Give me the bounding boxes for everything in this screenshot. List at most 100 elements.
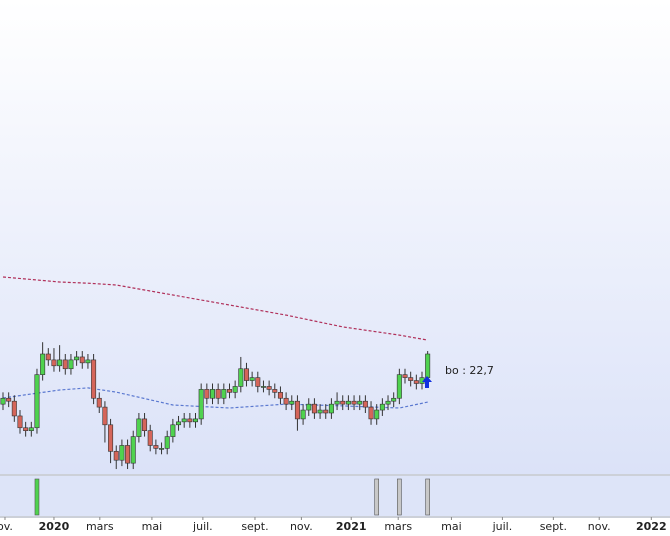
x-axis-band	[0, 518, 670, 536]
x-tick-label: nov.	[290, 520, 313, 533]
candle-body	[119, 445, 125, 461]
candle-body	[289, 400, 295, 405]
candle-body	[130, 436, 136, 464]
candle-body	[408, 377, 414, 381]
volume-bar	[397, 478, 402, 516]
candle-body	[198, 389, 204, 420]
candle-body	[334, 400, 340, 405]
candle-body	[11, 400, 17, 417]
candle-body	[311, 403, 317, 414]
candle-body	[164, 436, 170, 449]
candle-body	[79, 356, 85, 364]
candle-body	[368, 406, 374, 420]
candle-body	[272, 389, 278, 393]
candle-body	[187, 418, 193, 423]
candle-body	[125, 445, 131, 464]
candle-body	[362, 400, 368, 408]
candle-body	[374, 409, 380, 420]
x-tick-label: juil.	[192, 520, 213, 533]
candle-body	[357, 400, 363, 405]
volume-bar	[425, 478, 430, 516]
signal-arrow	[422, 376, 432, 388]
candle-body	[396, 374, 402, 399]
volume-panel	[0, 476, 670, 516]
x-tick-label: 2022	[636, 520, 667, 533]
candle-body	[17, 415, 23, 429]
x-tick-label: mai	[142, 520, 163, 533]
candle-body	[391, 397, 397, 402]
candle-body	[34, 374, 40, 429]
candle-body	[45, 353, 51, 361]
candle-body	[23, 427, 29, 431]
candle-body	[51, 359, 57, 367]
candle-body	[221, 389, 227, 399]
x-tick-label: nov.	[588, 520, 611, 533]
candle-body	[57, 359, 63, 367]
candle-body	[159, 448, 165, 450]
candle-body	[260, 386, 266, 388]
candle-body	[209, 389, 215, 399]
volume-bar	[374, 478, 380, 516]
candle-body	[74, 356, 80, 361]
candle-body	[425, 353, 431, 378]
candle-body	[96, 397, 102, 408]
candle-body	[153, 445, 159, 449]
candle-body	[266, 386, 272, 390]
candle-body	[102, 406, 108, 426]
candle-body	[6, 397, 12, 402]
candle-body	[277, 392, 283, 399]
candle-body	[113, 451, 119, 461]
candle-body	[323, 409, 329, 414]
candle-body	[176, 421, 182, 426]
candle-body	[0, 397, 6, 405]
candle-body	[62, 359, 68, 370]
candle-body	[413, 380, 419, 384]
x-tick-label: sept.	[540, 520, 567, 533]
candle-body	[215, 389, 221, 399]
x-tick-label: mai	[441, 520, 462, 533]
x-tick-label: mars	[384, 520, 412, 533]
x-tick-label: mars	[86, 520, 114, 533]
candle-body	[243, 368, 249, 381]
candle-body	[300, 409, 306, 420]
x-tick-label: juil.	[492, 520, 513, 533]
x-tick-label: 2020	[39, 520, 70, 533]
candle-body	[68, 359, 74, 370]
candle-body	[340, 400, 346, 405]
candle-body	[283, 397, 289, 405]
candle-body	[402, 374, 408, 378]
candle-body	[379, 403, 385, 411]
candle-body	[385, 400, 391, 405]
candle-body	[232, 386, 238, 393]
candle-body	[249, 377, 255, 381]
candle-body	[317, 409, 323, 414]
volume-bar	[34, 478, 40, 516]
plot-layer: ov. 2020 mars mai juil. sept. nov. 2021 mars mai j…	[0, 276, 667, 533]
candle-body	[142, 418, 148, 431]
candle-body	[238, 368, 244, 387]
x-tick-label: sept.	[241, 520, 268, 533]
candle-body	[255, 377, 261, 387]
candle-body	[170, 424, 176, 437]
candle-body	[345, 400, 351, 405]
candle-body	[351, 400, 357, 405]
candle-body	[147, 430, 153, 446]
candle-body	[91, 359, 97, 399]
candle-body	[193, 418, 199, 423]
candle-body	[40, 353, 46, 375]
annotation: bo : 22,7	[445, 364, 494, 377]
candle-body	[28, 427, 34, 431]
candle-body	[85, 359, 91, 364]
x-tick-label: ov.	[0, 520, 13, 533]
candle-body	[108, 424, 114, 452]
candle-body	[294, 400, 300, 420]
moving-average	[2, 276, 428, 341]
candle-body	[181, 418, 187, 423]
candle-body	[328, 403, 334, 414]
price-panel	[0, 0, 670, 474]
candle-body	[136, 418, 142, 437]
candle-body	[204, 389, 210, 399]
candle-body	[226, 389, 232, 393]
